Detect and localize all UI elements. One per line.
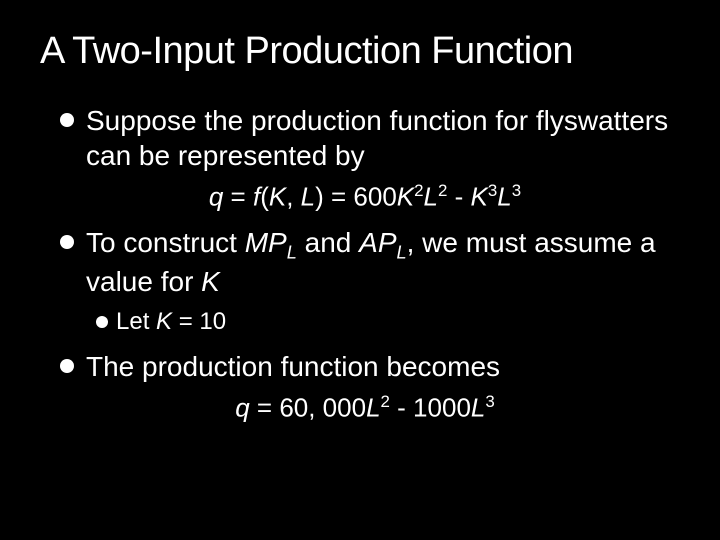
slide-title: A Two-Input Production Function [40, 30, 690, 73]
eq-sup: 3 [485, 392, 494, 411]
bullet-icon [60, 113, 74, 127]
eq-text: = 60, 000 [250, 393, 366, 423]
bullet-text: Suppose the production function for flys… [86, 103, 690, 173]
eq-text: - 1000 [390, 393, 471, 423]
eq-op: - [447, 182, 470, 212]
text: Let [116, 308, 156, 335]
text: = 10 [172, 308, 226, 335]
eq-var: L [366, 393, 380, 423]
text: and [297, 227, 359, 258]
eq-sup: 3 [512, 181, 521, 200]
eq-var: K [397, 182, 414, 212]
var: MP [245, 227, 287, 258]
eq-text: ) = 600 [315, 182, 397, 212]
equation-2: q = 60, 000L2 - 1000L3 [40, 392, 690, 424]
eq-sup: 2 [438, 181, 447, 200]
eq-var: q [235, 393, 249, 423]
eq-sup: 2 [414, 181, 423, 200]
bullet-item-4: The production function becomes [60, 349, 690, 384]
eq-var: K [269, 182, 286, 212]
bullet-icon [60, 235, 74, 249]
sub: L [397, 242, 407, 262]
eq-text: ( [260, 182, 269, 212]
eq-var: L [301, 182, 315, 212]
var: K [156, 308, 172, 335]
bullet-text: Let K = 10 [116, 307, 226, 337]
bullet-text: To construct MPL and APL, we must assume… [86, 225, 690, 299]
eq-var: K [471, 182, 488, 212]
eq-var: L [424, 182, 438, 212]
bullet-icon [60, 359, 74, 373]
text: To construct [86, 227, 245, 258]
eq-sup: 2 [381, 392, 390, 411]
eq-var: q [209, 182, 223, 212]
equation-1: q = f(K, L) = 600K2L2 - K3L3 [40, 181, 690, 213]
bullet-item-3: Let K = 10 [96, 307, 690, 337]
eq-sup: 3 [488, 181, 497, 200]
var: K [201, 266, 220, 297]
bullet-item-2: To construct MPL and APL, we must assume… [60, 225, 690, 299]
sub: L [287, 242, 297, 262]
eq-var: L [497, 182, 511, 212]
bullet-text: The production function becomes [86, 349, 500, 384]
var: AP [359, 227, 396, 258]
slide: A Two-Input Production Function Suppose … [0, 0, 720, 540]
bullet-icon [96, 316, 108, 328]
bullet-item-1: Suppose the production function for flys… [60, 103, 690, 173]
eq-var: L [471, 393, 485, 423]
eq-text: , [286, 182, 300, 212]
eq-op: = [223, 182, 253, 212]
